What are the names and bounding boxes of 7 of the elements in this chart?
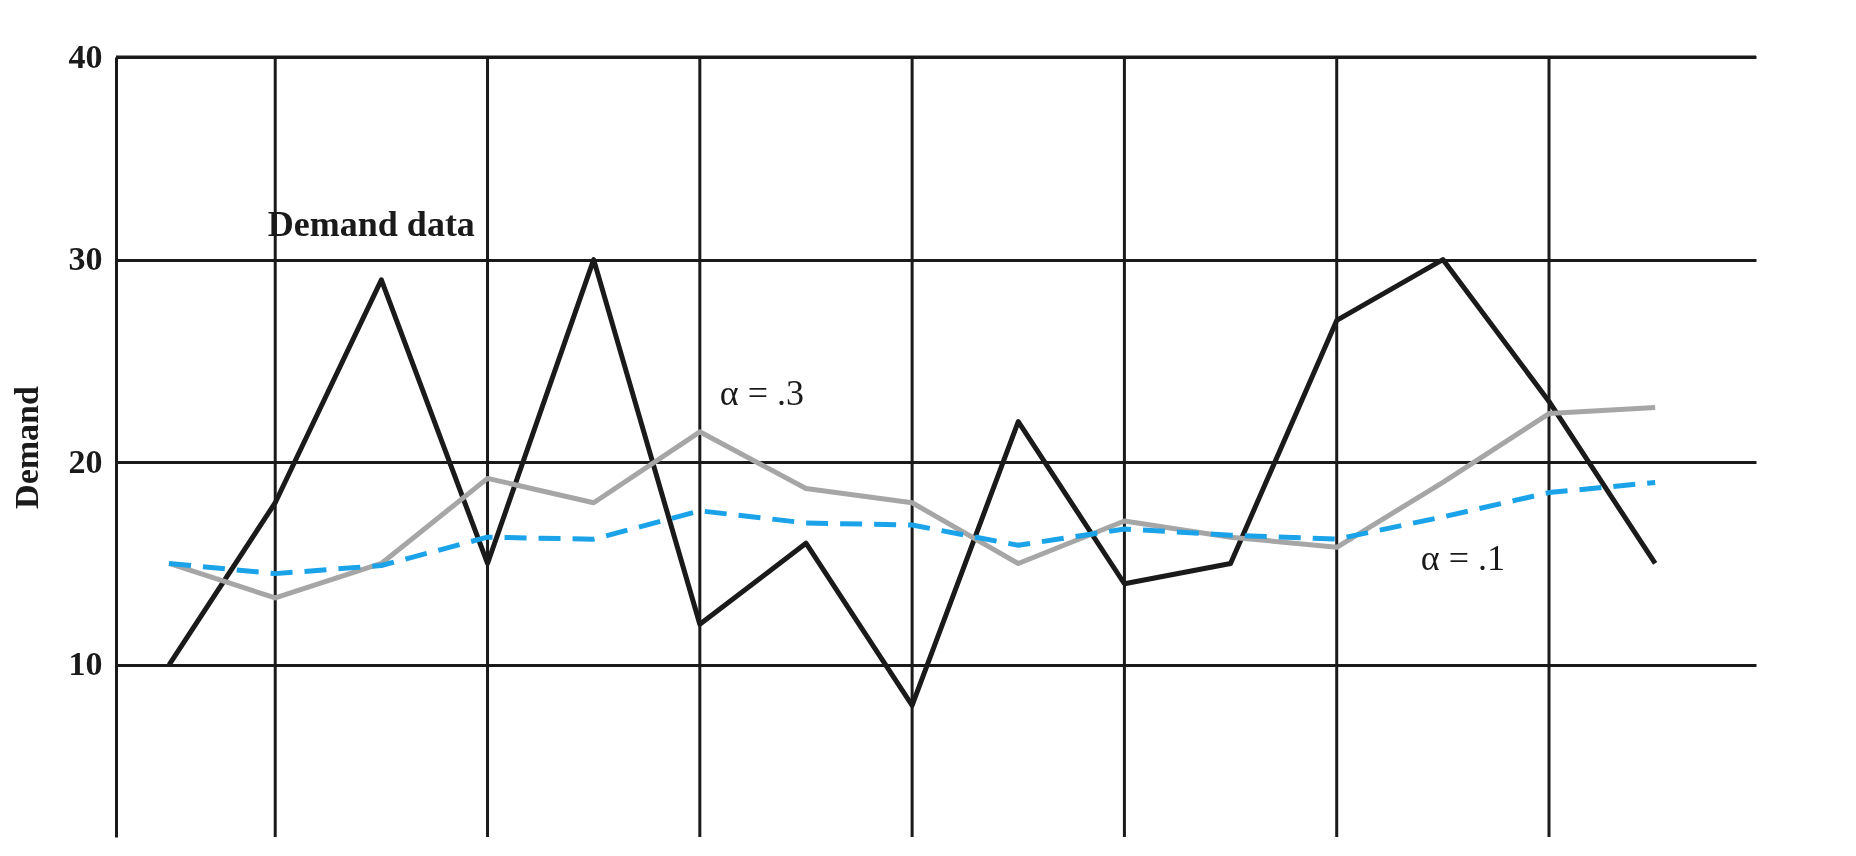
series-label: α = .1 — [1420, 537, 1505, 578]
y-tick-label: 10 — [68, 645, 103, 683]
y-tick-label: 30 — [68, 240, 103, 278]
y-tick-label: 40 — [68, 37, 103, 75]
series-label: α = .3 — [719, 372, 804, 413]
y-axis-title: Demand — [7, 386, 45, 509]
y-tick-label: 20 — [68, 442, 103, 480]
